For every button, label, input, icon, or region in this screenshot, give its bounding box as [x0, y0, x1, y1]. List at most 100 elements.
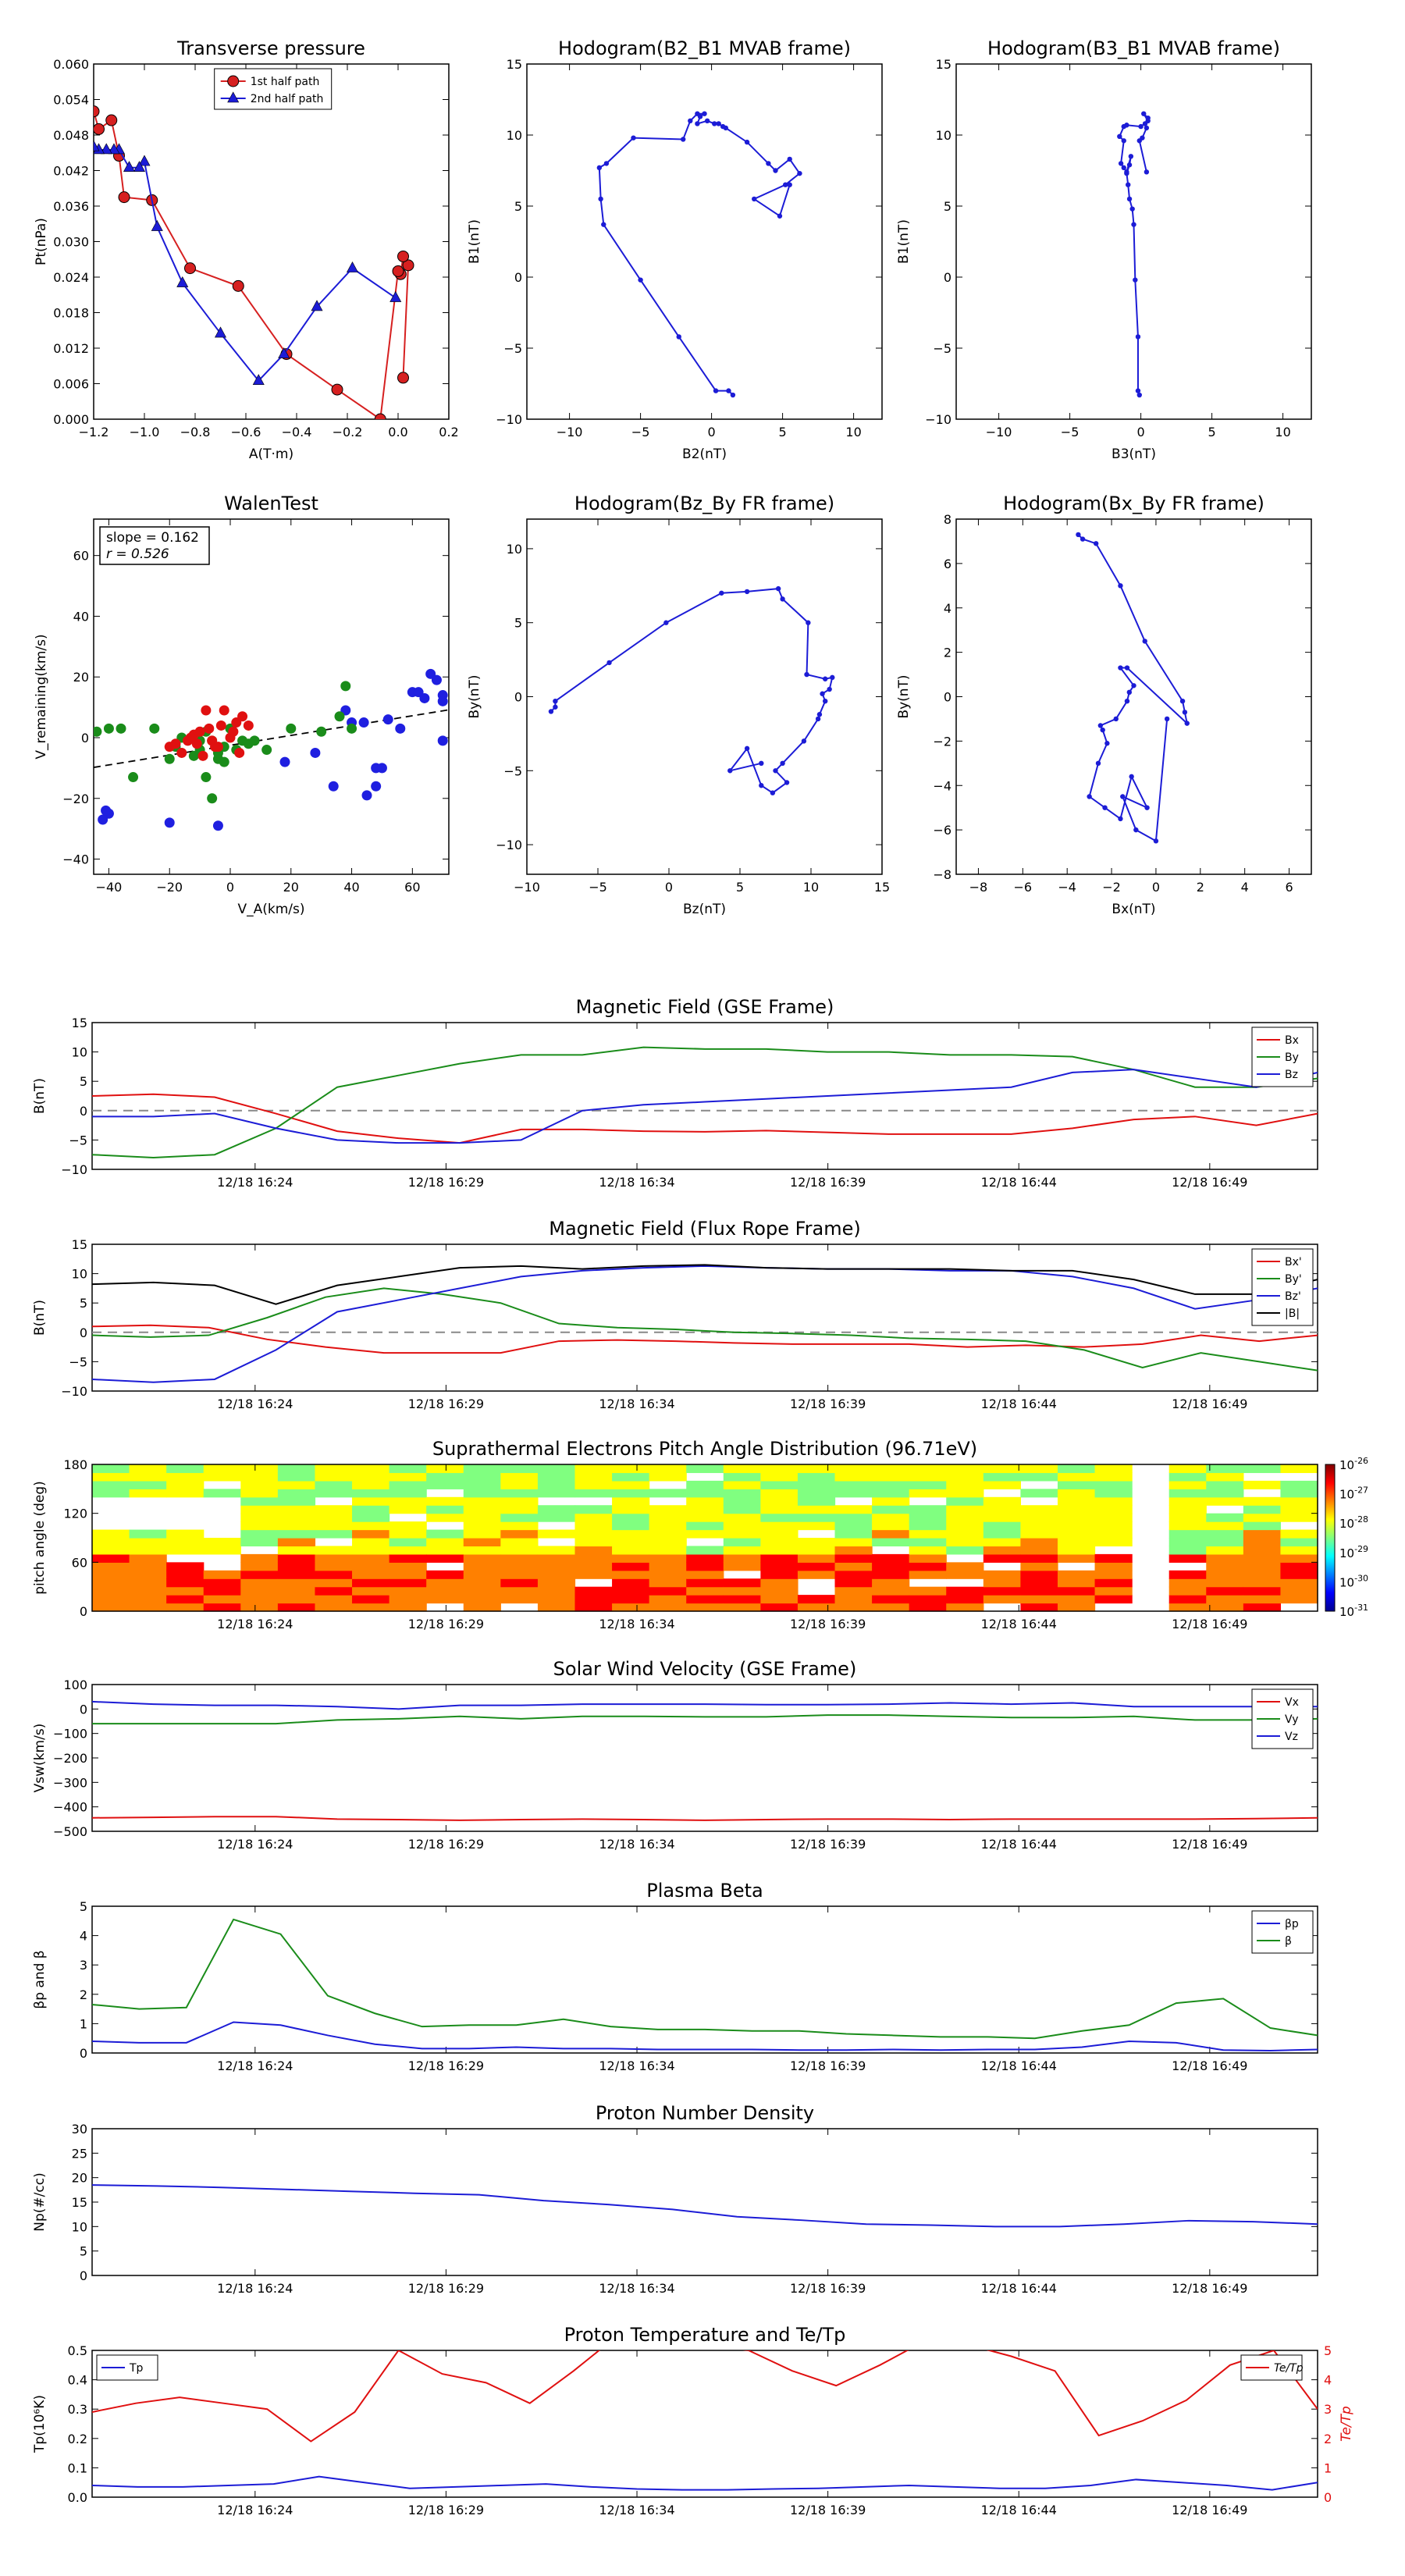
heatmap-cell: [723, 1489, 761, 1498]
heatmap-cell: [872, 1538, 910, 1547]
heatmap-cell: [1057, 1603, 1096, 1612]
data-point: [601, 222, 606, 227]
heatmap-cell: [946, 1546, 984, 1555]
heatmap-cell: [537, 1553, 576, 1563]
data-point: [723, 125, 728, 131]
x-tick-label: 12/18 16:24: [217, 1175, 293, 1190]
heatmap-cell: [1206, 1562, 1244, 1571]
y-right-tick-label: 3: [1324, 2402, 1332, 2417]
y-tick-label: 0: [944, 690, 951, 705]
heatmap-cell: [389, 1570, 427, 1579]
data-point: [98, 814, 108, 825]
x-tick-label: 12/18 16:49: [1172, 1617, 1247, 1631]
data-point: [1145, 115, 1151, 121]
data-point: [1102, 805, 1108, 810]
y-tick-label: −200: [53, 1751, 87, 1766]
heatmap-cell: [797, 1521, 836, 1531]
heatmap-cell: [1057, 1538, 1096, 1547]
heatmap-cell: [240, 1521, 279, 1531]
heatmap-cell: [463, 1586, 501, 1596]
y-tick-label: −10: [61, 1384, 87, 1399]
heatmap-cell: [649, 1529, 687, 1539]
legend-label: Vx: [1285, 1696, 1299, 1709]
heatmap-cell: [1094, 1570, 1133, 1579]
y-tick-label: −40: [62, 852, 89, 867]
heatmap-cell: [166, 1595, 205, 1604]
x-tick-label: 12/18 16:34: [599, 1617, 674, 1631]
heatmap-cell: [166, 1562, 205, 1571]
heatmap-cell: [1020, 1553, 1058, 1563]
heatmap-cell: [612, 1562, 650, 1571]
heatmap-cell: [834, 1538, 873, 1547]
y-tick-label: 0: [80, 2046, 87, 2061]
heatmap-cell: [389, 1578, 427, 1588]
data-point: [105, 114, 118, 126]
data-point: [1153, 838, 1159, 844]
heatmap-cell: [723, 1529, 761, 1539]
heatmap-cell: [686, 1480, 724, 1489]
heatmap-cell: [240, 1513, 279, 1522]
data-point: [1144, 125, 1150, 131]
heatmap-cell: [872, 1480, 910, 1489]
x-axis-label: V_A(km/s): [237, 902, 304, 917]
heatmap-cell: [1057, 1489, 1096, 1498]
heatmap-cell: [315, 1570, 353, 1579]
data-point: [194, 726, 205, 737]
heatmap-cell: [574, 1480, 613, 1489]
data-point: [596, 165, 603, 171]
data-point: [237, 711, 248, 722]
chart-hodo3: Hodogram(Bz_By FR frame) −10 −5 0 5 10 By(nT) −…: [467, 493, 890, 917]
heatmap-cell: [612, 1578, 650, 1588]
heatmap-cell: [129, 1553, 167, 1563]
x-tick-label: 12/18 16:34: [599, 1837, 674, 1852]
heatmap-cell: [352, 1513, 390, 1522]
y-tick-label: 0.036: [53, 199, 89, 214]
heatmap-cell: [500, 1553, 539, 1563]
heatmap-cell: [1206, 1521, 1244, 1531]
heatmap-cell: [500, 1586, 539, 1596]
x-tick-label: −0.2: [333, 425, 363, 439]
heatmap-cell: [909, 1553, 947, 1563]
colorbar-tick-label: 10-28: [1339, 1514, 1368, 1531]
heatmap-cell: [760, 1553, 799, 1563]
y-tick-label: 5: [80, 1074, 87, 1089]
data-point: [783, 182, 788, 187]
heatmap-cell: [1168, 1489, 1207, 1498]
heatmap-cell: [352, 1570, 390, 1579]
heatmap-cell: [834, 1513, 873, 1522]
heatmap-cell: [872, 1603, 910, 1612]
x-tick-label: 12/18 16:34: [599, 1397, 674, 1411]
heatmap-cell: [277, 1570, 316, 1579]
data-point: [815, 716, 821, 722]
y-tick-label: 60: [72, 1555, 87, 1570]
heatmap-cell: [686, 1562, 724, 1571]
x-tick-label: −8: [969, 880, 988, 895]
heatmap-cell: [872, 1553, 910, 1563]
data-point: [334, 711, 345, 722]
data-point: [252, 374, 265, 386]
heatmap-cell: [797, 1480, 836, 1489]
y-tick-label: 0: [80, 1325, 87, 1340]
heatmap-cell: [686, 1595, 724, 1604]
heatmap-cell: [277, 1472, 316, 1482]
annotation-frame: [99, 526, 210, 565]
heatmap-cell: [983, 1496, 1021, 1506]
heatmap-cell: [834, 1553, 873, 1563]
heatmap-cell: [1020, 1513, 1058, 1522]
x-tick-label: 12/18 16:24: [217, 1617, 293, 1631]
heatmap-cell: [686, 1521, 724, 1531]
heatmap-cell: [426, 1553, 464, 1563]
heatmap-cell: [983, 1505, 1021, 1514]
heatmap-cell: [723, 1578, 761, 1588]
series-line: [92, 1093, 1318, 1144]
data-point: [249, 735, 260, 746]
series-line: [92, 1918, 1318, 2040]
heatmap-cell: [537, 1570, 576, 1579]
heatmap-cell: [1094, 1489, 1133, 1498]
plot-frame: [91, 1905, 1318, 2054]
data-point: [94, 105, 100, 118]
data-point: [1113, 716, 1119, 722]
data-point: [804, 671, 809, 678]
legend-label: Tp: [129, 2362, 144, 2375]
heatmap-cell: [389, 1480, 427, 1489]
